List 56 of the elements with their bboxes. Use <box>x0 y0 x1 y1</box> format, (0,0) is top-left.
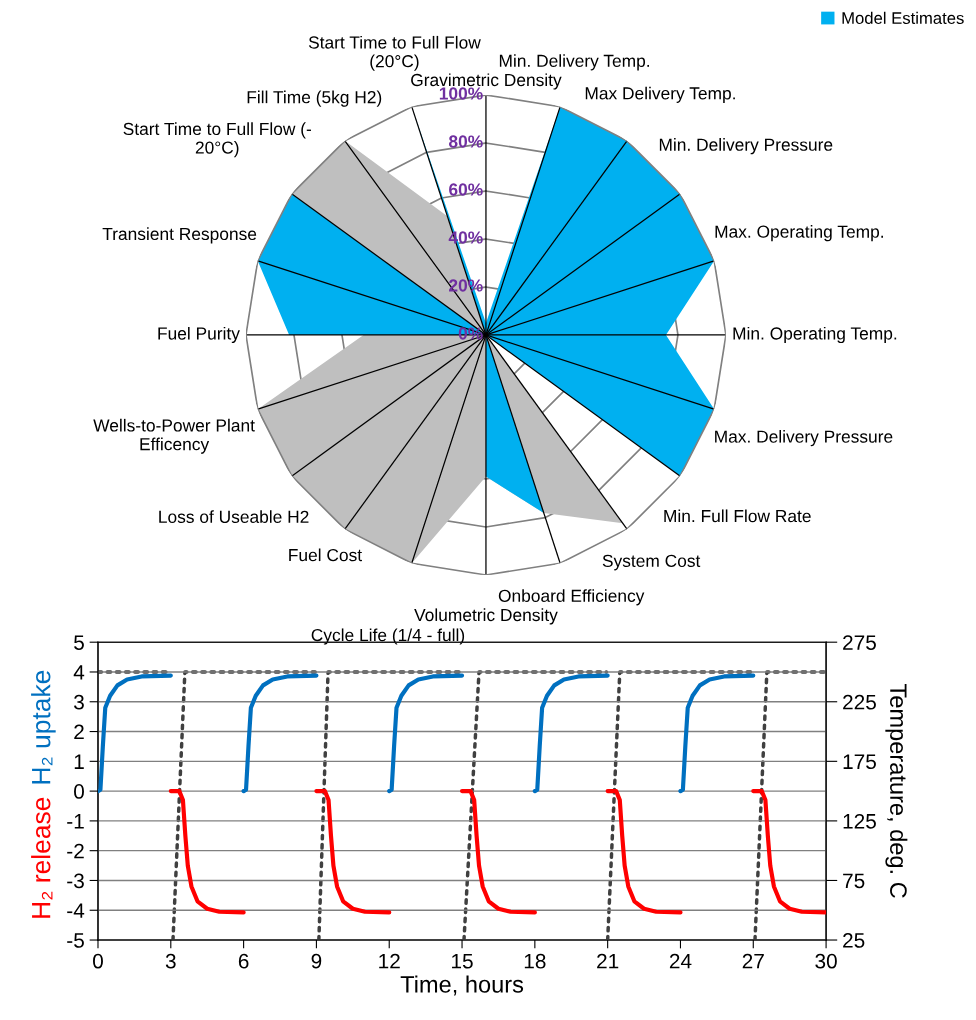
y-tick-label: 60% <box>449 183 483 196</box>
spoke-label: Wells-to-Power Plant Efficency <box>93 418 255 454</box>
text: H₂ uptake <box>31 670 56 784</box>
y-tick-label: 100% <box>439 87 483 100</box>
spoke-label: Volumetric Density <box>414 608 558 625</box>
x-tick-label: 24 <box>669 953 692 969</box>
y2-tick-label: 75 <box>843 873 865 889</box>
spoke-label: Min. Delivery Pressure <box>659 138 833 155</box>
spoke-label: System Cost <box>602 554 701 571</box>
y2-tick-label: 175 <box>843 754 876 770</box>
y-tick-label: -3 <box>67 873 84 889</box>
spoke-label: Onboard Efficiency <box>498 589 645 606</box>
spoke-label: Fill Time (5kg H2) <box>247 90 382 107</box>
y-tick-label: -5 <box>67 933 84 948</box>
y2-tick-label: 225 <box>843 694 876 710</box>
y-tick-label: 3 <box>74 694 84 710</box>
spoke-label: Loss of Useable H2 <box>159 510 309 523</box>
x-tick-label: 30 <box>815 953 837 969</box>
x-tick-label: 9 <box>311 953 322 969</box>
x-tick-label: 21 <box>597 953 619 969</box>
y-tick-label: -4 <box>67 903 85 918</box>
spoke-label: Cycle Life (1/4 - full) <box>311 628 465 645</box>
spoke-label: Fuel Purity <box>158 326 240 344</box>
x-tick-label: 27 <box>742 953 764 969</box>
y-tick-label: 2 <box>74 724 84 740</box>
spoke-label: Transient Response <box>102 227 257 244</box>
y-tick-label: 5 <box>74 635 84 650</box>
y-tick-label: 1 <box>74 754 84 769</box>
y-tick-label: -1 <box>67 814 84 829</box>
x-tick-label: 6 <box>238 953 249 969</box>
spoke-label: Fuel Cost <box>289 548 362 562</box>
spoke-label: Start Time to Full Flow (20°C) <box>308 35 481 71</box>
x-tick-label: 12 <box>379 953 400 969</box>
y-tick-label: 0% <box>458 327 483 340</box>
y-tick-label: 0 <box>74 784 84 799</box>
y-tick-label: 80% <box>448 135 483 148</box>
spoke-label: Start Time to Full Flow (- 20°C) <box>123 122 312 158</box>
spoke-label: Max. Operating Temp. <box>715 225 883 242</box>
x-tick-label: 18 <box>524 953 546 969</box>
y2-tick-label: 25 <box>843 933 865 948</box>
y-tick-label: -2 <box>67 843 84 859</box>
spoke-label: Min. Operating Temp. <box>733 326 897 344</box>
legend-label: Model Estimates <box>842 11 964 24</box>
x-tick-label: 15 <box>452 953 473 969</box>
text: H₂ release <box>31 797 53 918</box>
spoke-label: Max Delivery Temp. <box>585 86 735 103</box>
spoke-label: Min. Full Flow Rate <box>664 509 811 523</box>
spoke-label: Min. Delivery Temp. <box>499 54 650 71</box>
y2-tick-label: 275 <box>843 635 876 650</box>
x-axis-title: Time, hours <box>400 975 524 996</box>
spoke-label: Max. Delivery Pressure <box>715 430 893 447</box>
x-tick-label: 0 <box>93 953 103 969</box>
y-tick-label: 4 <box>73 665 85 680</box>
y2-tick-label: 125 <box>843 813 876 829</box>
y2-axis-title: Temperature, deg. C <box>885 684 908 898</box>
x-tick-label: 3 <box>165 953 176 969</box>
